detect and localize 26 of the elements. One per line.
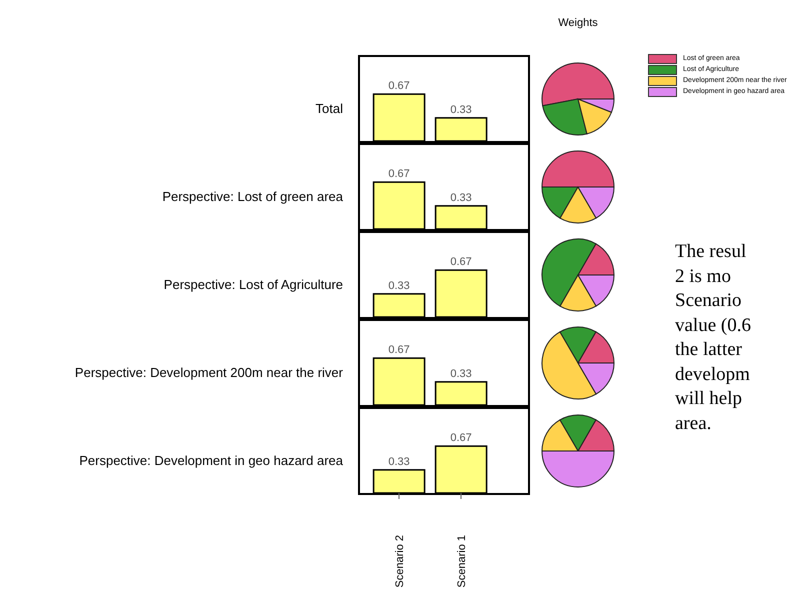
data-label: 0.33 bbox=[450, 192, 472, 204]
text: Perspective: Lost of green area bbox=[162, 189, 343, 204]
x-tick-label: Scenario 2 bbox=[394, 535, 406, 588]
text: will help bbox=[675, 387, 744, 411]
data-label: 0.67 bbox=[388, 344, 410, 356]
text: Scenario bbox=[675, 289, 742, 313]
text: 2 is mo bbox=[675, 264, 732, 288]
data-label: 0.67 bbox=[450, 432, 472, 444]
text: value (0.6 bbox=[675, 314, 751, 338]
data-label: 0.33 bbox=[450, 368, 472, 380]
x-tick-label: Scenario 1 bbox=[456, 535, 468, 588]
text: the latter bbox=[675, 338, 743, 362]
chart-title: Weights bbox=[557, 17, 599, 29]
text: The resul bbox=[675, 240, 748, 264]
text: Perspective: Development 200m near the river bbox=[74, 365, 343, 380]
data-label: 0.33 bbox=[388, 456, 410, 468]
text: Perspective: Lost of Agriculture bbox=[164, 277, 343, 292]
text: area. bbox=[675, 412, 712, 436]
text: developm bbox=[675, 362, 751, 386]
data-label: 0.67 bbox=[450, 256, 472, 268]
data-label: 0.67 bbox=[388, 168, 410, 180]
text: Total bbox=[316, 101, 343, 116]
data-label: 0.33 bbox=[388, 280, 410, 292]
data-label: 0.67 bbox=[388, 80, 410, 92]
text: Perspective: Development in geo hazard area bbox=[79, 453, 343, 468]
data-label: 0.33 bbox=[450, 104, 472, 116]
